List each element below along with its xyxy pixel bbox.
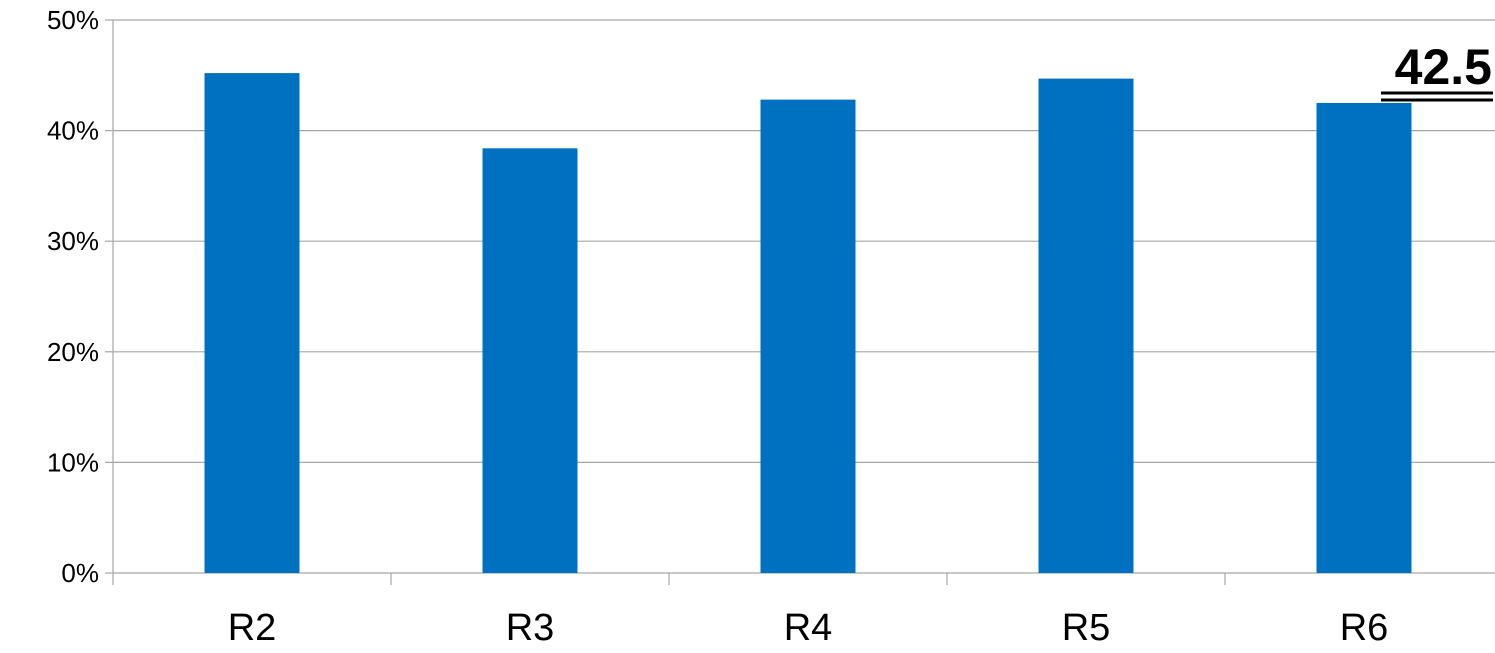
x-tick-label: R4 [784,607,833,649]
bar-r5 [1038,78,1134,574]
x-tick-label: R2 [228,607,277,649]
y-tick-label: 10% [47,447,99,477]
x-tick-label: R3 [506,607,555,649]
x-axis-tick-labels: R2 R3 R4 R5 R6 [228,607,1389,649]
y-tick-label: 20% [47,337,99,367]
annotation: 42.5 [1381,39,1493,102]
y-tick-label: 50% [47,5,99,35]
annotation-value: 42.5 [1395,39,1492,95]
x-tick-label: R5 [1062,607,1111,649]
y-axis-tick-labels: 0% 10% 20% 30% 40% 50% [47,5,99,588]
bars [204,73,1412,574]
bar-r2 [204,73,300,573]
y-tick-label: 0% [61,558,99,588]
bar-r3 [482,148,578,573]
bar-r6 [1316,102,1412,573]
y-tick-label: 40% [47,116,99,146]
x-tick-label: R6 [1340,607,1389,649]
y-tick-label: 30% [47,226,99,256]
bar-r4 [760,99,856,573]
